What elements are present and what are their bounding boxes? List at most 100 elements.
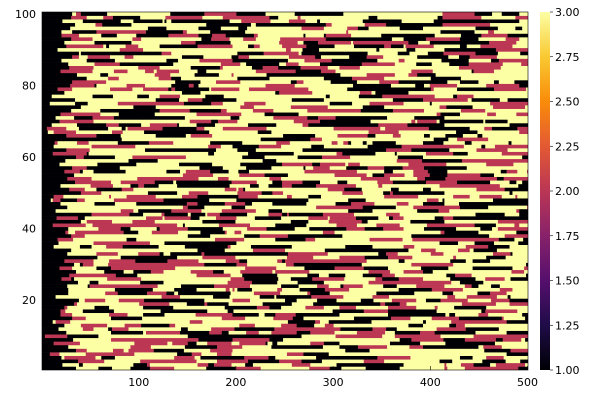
heatmap-cell-run (519, 119, 528, 124)
heatmap-cell-run (288, 212, 293, 217)
heatmap-cell-run (378, 241, 391, 245)
heatmap-cell-run (91, 212, 105, 217)
heatmap-cell-run (362, 244, 373, 249)
heatmap-cell-run (515, 108, 528, 113)
heatmap-cell-run (221, 316, 246, 321)
heatmap-cell-run (394, 334, 416, 339)
heatmap-cell-run (298, 65, 301, 70)
heatmap-cell-run (80, 191, 102, 195)
heatmap-cell-run (236, 97, 265, 102)
heatmap-cell-run (515, 194, 518, 199)
heatmap-cell-run (489, 226, 493, 231)
heatmap-cell-run (363, 208, 373, 213)
heatmap-cell-run (417, 54, 449, 59)
heatmap-cell-run (245, 29, 269, 34)
heatmap-cell-run (128, 158, 158, 163)
heatmap-cell-run (237, 191, 262, 195)
heatmap-cell-run (229, 29, 246, 34)
heatmap-cell-run (281, 144, 312, 149)
heatmap-cell-run (179, 359, 197, 364)
heatmap-cell-run (52, 151, 79, 156)
heatmap-cell-run (133, 269, 152, 274)
heatmap-cell-run (323, 305, 340, 310)
heatmap-cell-run (228, 169, 236, 174)
heatmap-cell-run (421, 266, 449, 271)
heatmap-cell-run (368, 137, 401, 142)
heatmap-cell-run (455, 162, 480, 167)
heatmap-cell-run (208, 144, 222, 149)
heatmap-cell-run (369, 148, 387, 152)
heatmap-cell-run (233, 137, 261, 142)
heatmap-cell-run (42, 294, 56, 299)
heatmap-cell-run (403, 101, 431, 106)
heatmap-cell-run (282, 44, 307, 49)
heatmap-cell-run (173, 219, 203, 224)
heatmap-cell-run (93, 119, 114, 124)
heatmap-cell-run (143, 47, 155, 52)
heatmap-cell-run (411, 12, 443, 16)
heatmap-cell-run (156, 226, 160, 231)
heatmap-cell-run (398, 80, 421, 84)
heatmap-cell-run (334, 180, 338, 185)
heatmap-cell-run (357, 344, 388, 349)
heatmap-cell-run (462, 269, 467, 274)
heatmap-cell-run (160, 330, 181, 335)
heatmap-cell-run (392, 97, 424, 102)
heatmap-cell-run (149, 362, 182, 367)
heatmap-cell-run (121, 144, 136, 149)
heatmap-cell-run (320, 241, 352, 245)
heatmap-cell-run (173, 180, 177, 185)
heatmap-cell-run (216, 162, 241, 167)
heatmap-cell-run (131, 22, 165, 27)
heatmap-cell-run (180, 294, 214, 299)
heatmap-cell-run (415, 119, 418, 124)
heatmap-cell-run (286, 194, 293, 199)
heatmap-cell-run (348, 237, 368, 242)
heatmap-cell-run (344, 276, 376, 281)
heatmap-cell-run (405, 44, 435, 49)
heatmap-cell-run (474, 12, 493, 16)
heatmap-cell-run (463, 198, 494, 203)
heatmap-cell-run (415, 83, 425, 88)
heatmap-cell-run (138, 183, 145, 188)
heatmap-cell-run (193, 309, 208, 314)
heatmap-cell-run (143, 87, 166, 92)
heatmap-cell-run (464, 284, 472, 288)
heatmap-cell-run (466, 219, 469, 224)
heatmap-cell-run (42, 316, 45, 321)
heatmap-cell-run (371, 330, 386, 335)
heatmap-cell-run (201, 251, 205, 256)
heatmap-cell-run (179, 97, 189, 102)
heatmap-cell-run (465, 69, 472, 74)
heatmap-cell-run (246, 62, 258, 66)
heatmap-cell-run (337, 140, 344, 145)
heatmap-cell-run (367, 334, 383, 339)
heatmap-cell-run (232, 348, 251, 353)
heatmap-cell-run (433, 97, 469, 102)
heatmap-cell-run (204, 12, 237, 16)
heatmap-cell-run (453, 255, 457, 260)
heatmap-cell-run (399, 248, 409, 253)
heatmap-cell-run (164, 216, 192, 220)
heatmap-cell-run (175, 101, 185, 106)
heatmap-cell-run (163, 280, 191, 285)
heatmap-cell-run (408, 201, 424, 206)
heatmap-cell-run (302, 148, 314, 152)
heatmap-cell-run (507, 119, 520, 124)
heatmap-cell-run (449, 323, 457, 328)
heatmap-cell-run (394, 230, 427, 235)
heatmap-cell-run (216, 359, 249, 364)
heatmap-cell-run (436, 191, 445, 195)
heatmap-cell-run (248, 140, 277, 145)
heatmap-cell-run (201, 208, 208, 213)
heatmap-cell-run (334, 173, 367, 177)
heatmap-cell-run (502, 269, 506, 274)
heatmap-cell-run (114, 58, 136, 63)
heatmap-cell-run (366, 54, 384, 59)
heatmap-cell-run (128, 348, 143, 353)
heatmap-cell-run (310, 330, 335, 335)
heatmap-cell-run (185, 169, 211, 174)
heatmap-cell-run (76, 301, 106, 306)
heatmap-cell-run (517, 291, 528, 296)
heatmap-cell-run (104, 269, 124, 274)
